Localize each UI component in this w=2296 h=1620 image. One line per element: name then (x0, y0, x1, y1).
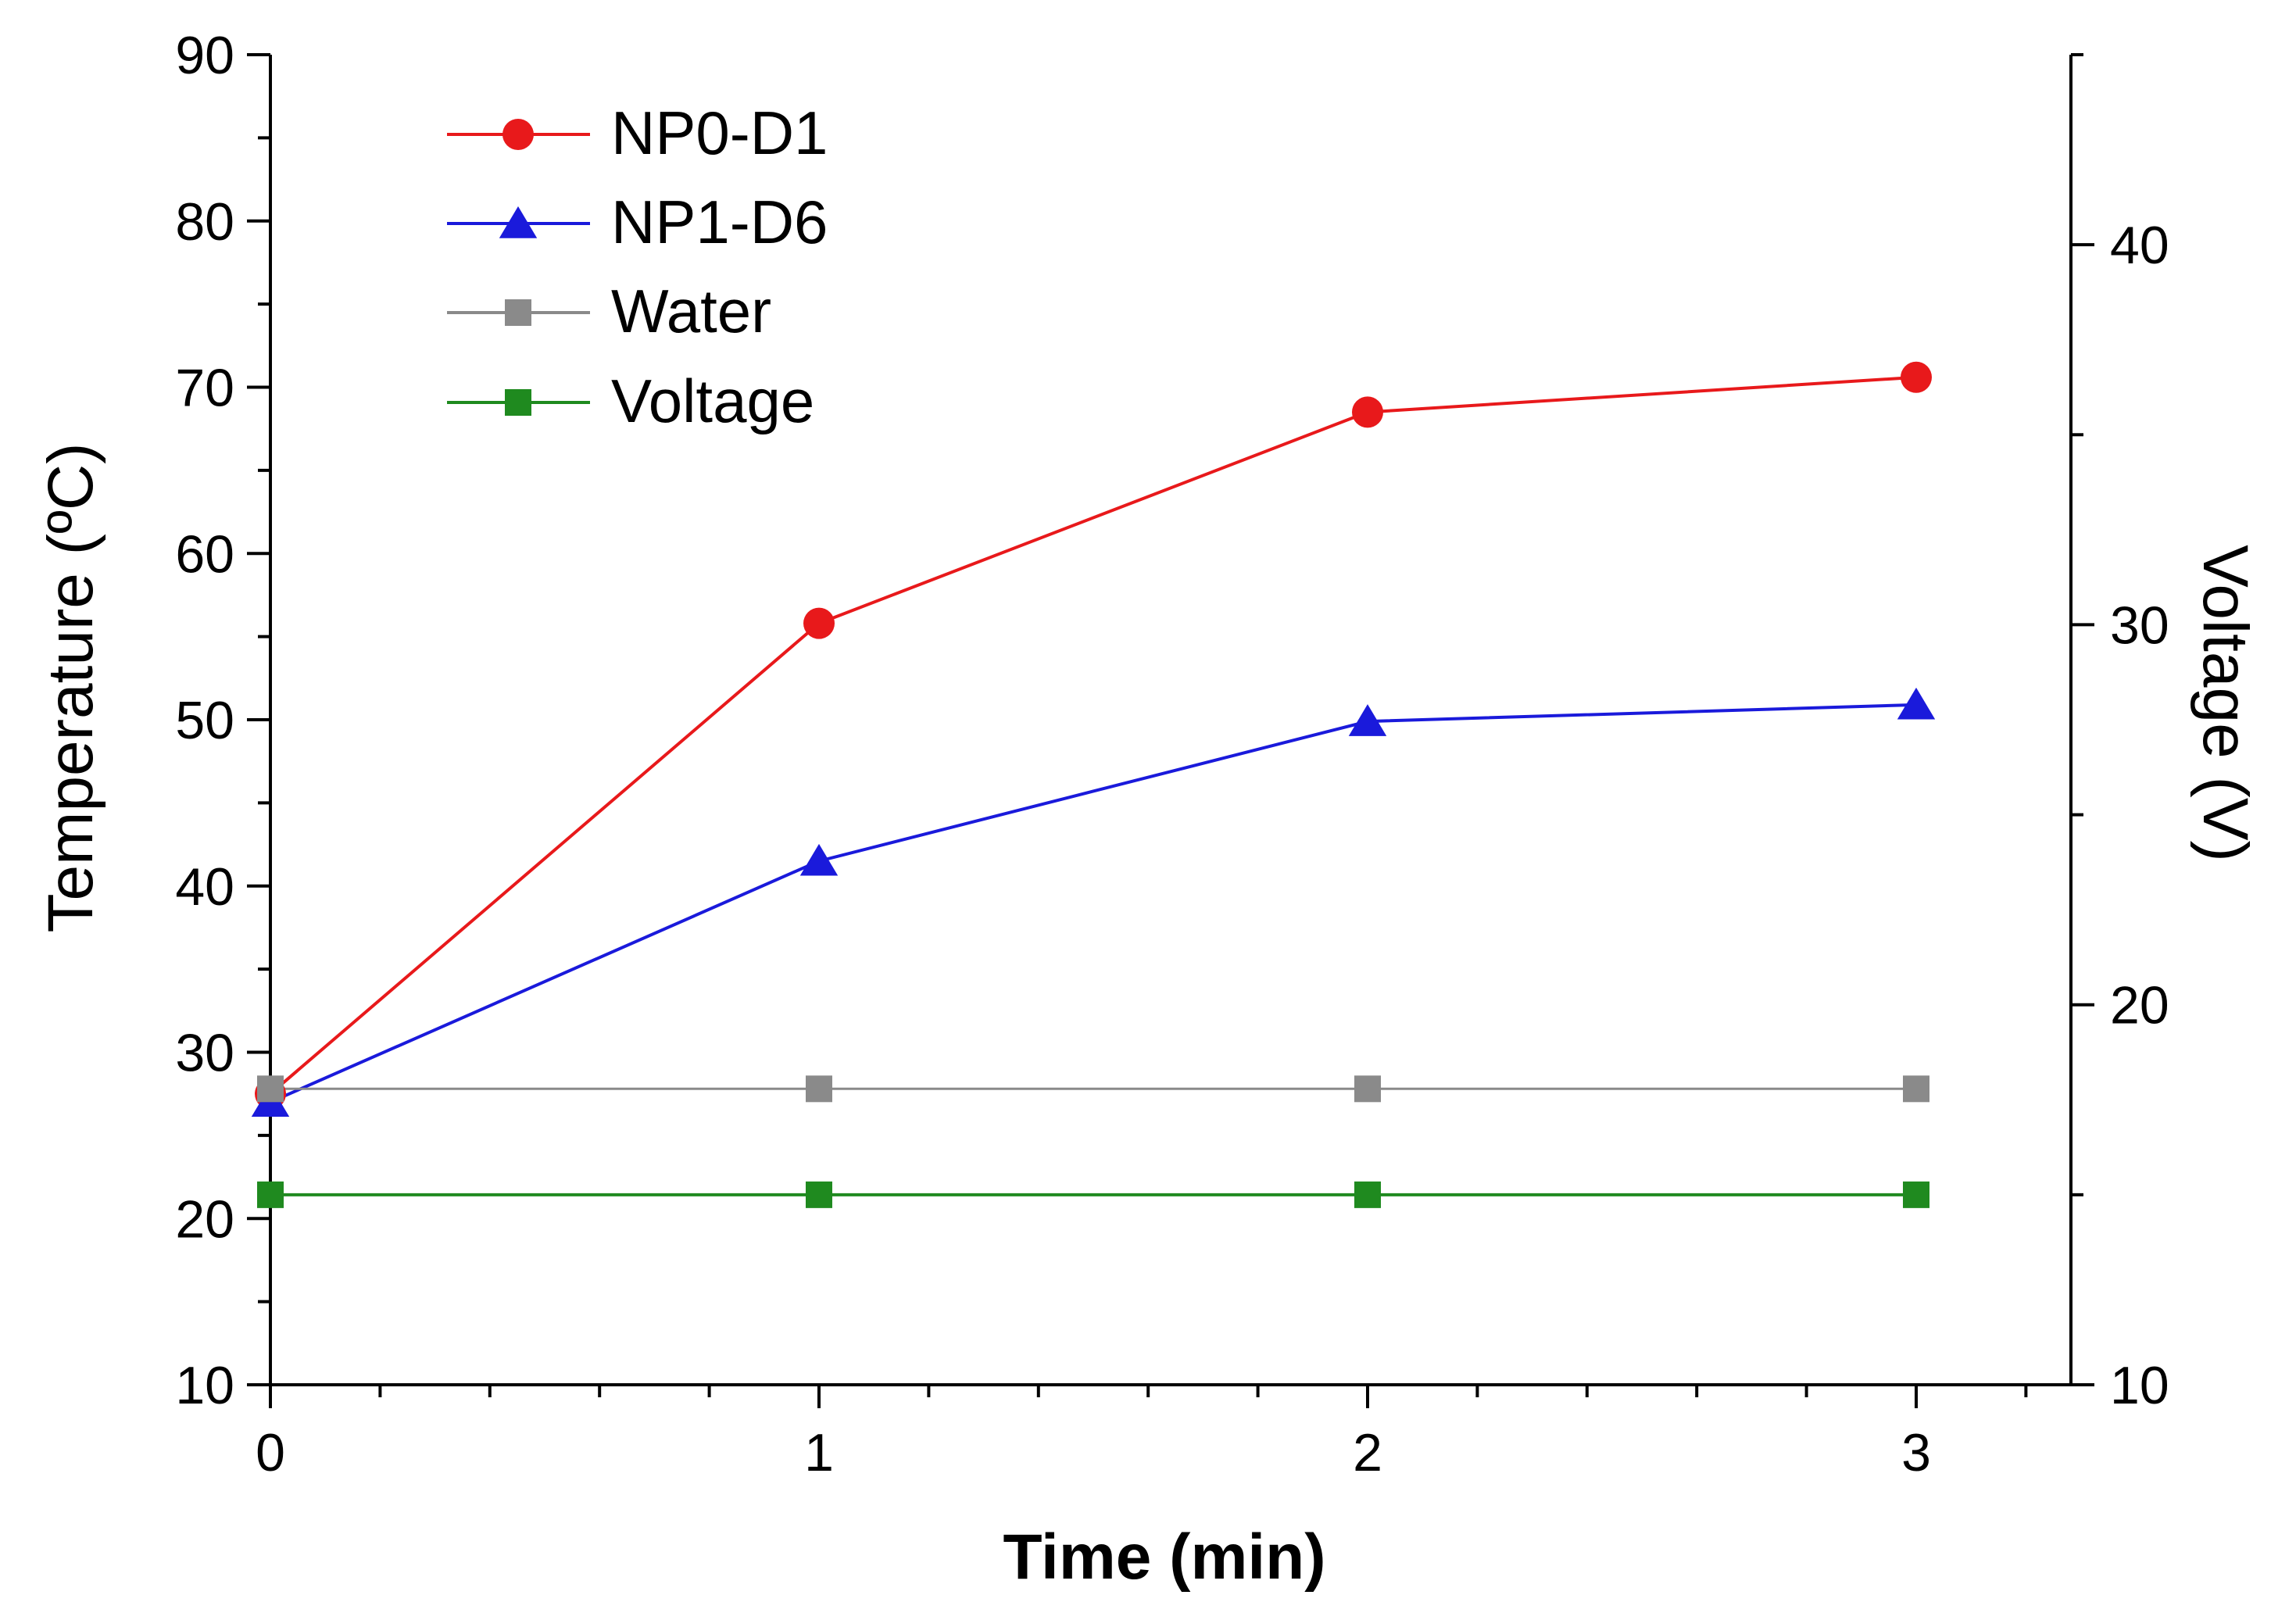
legend: NP0-D1 NP1-D6 Water Voltage (447, 98, 828, 435)
legend-label: Voltage (611, 367, 814, 435)
y-tick-label: 80 (175, 192, 234, 252)
data-point-water (257, 1075, 284, 1103)
data-point-np0-d1 (1352, 396, 1383, 428)
y-axis-title: Temperature (ºC) (35, 443, 106, 933)
x-tick-label: 2 (1353, 1423, 1382, 1482)
data-point-np1-d6 (799, 843, 839, 876)
x-tick-label: 1 (804, 1423, 834, 1482)
x-tick-label: 0 (256, 1423, 285, 1482)
y-tick-label: 60 (175, 524, 234, 584)
y-tick-label: 30 (175, 1024, 234, 1083)
data-point-water (1903, 1075, 1929, 1103)
y-tick-label: 40 (175, 857, 234, 917)
data-point-np1-d6 (1348, 704, 1387, 736)
axes: 10 20 30 40 50 60 70 80 90 10 20 30 40 0 1 2 3 (175, 26, 2169, 1482)
legend-marker-water (505, 299, 531, 326)
data-point-water (806, 1075, 832, 1103)
data-point-water (1354, 1075, 1381, 1103)
y-tick-label: 50 (175, 691, 234, 750)
data-point-voltage (1354, 1181, 1381, 1208)
legend-marker-voltage (505, 389, 531, 416)
y2-tick-label: 30 (2110, 595, 2169, 655)
plot-lines (269, 375, 1917, 1196)
y-tick-label: 10 (175, 1356, 234, 1415)
legend-marker-np1-d6 (499, 206, 538, 238)
y2-axis-title: Voltage (V) (2190, 545, 2261, 862)
y2-tick-label: 10 (2110, 1356, 2169, 1415)
legend-label: NP0-D1 (611, 98, 828, 167)
data-point-np1-d6 (1897, 687, 1936, 720)
series-line-np0-d1 (269, 375, 1917, 1096)
data-point-voltage (806, 1181, 832, 1208)
y2-tick-label: 20 (2110, 976, 2169, 1035)
legend-label: NP1-D6 (611, 188, 828, 256)
data-point-np0-d1 (803, 607, 835, 639)
legend-label: Water (611, 277, 771, 345)
legend-marker-np0-d1 (502, 119, 534, 150)
series-line-np1-d6 (270, 703, 1917, 1104)
plot-markers (251, 361, 1936, 1208)
x-tick-label: 3 (1901, 1423, 1931, 1482)
y-tick-label: 20 (175, 1189, 234, 1249)
y2-tick-label: 40 (2110, 216, 2169, 275)
y-tick-label: 70 (175, 359, 234, 418)
data-point-np0-d1 (1901, 361, 1932, 393)
data-point-voltage (1903, 1181, 1929, 1208)
y-tick-label: 90 (175, 26, 234, 85)
data-point-voltage (257, 1181, 284, 1208)
x-axis-title: Time (min) (1003, 1522, 1325, 1593)
